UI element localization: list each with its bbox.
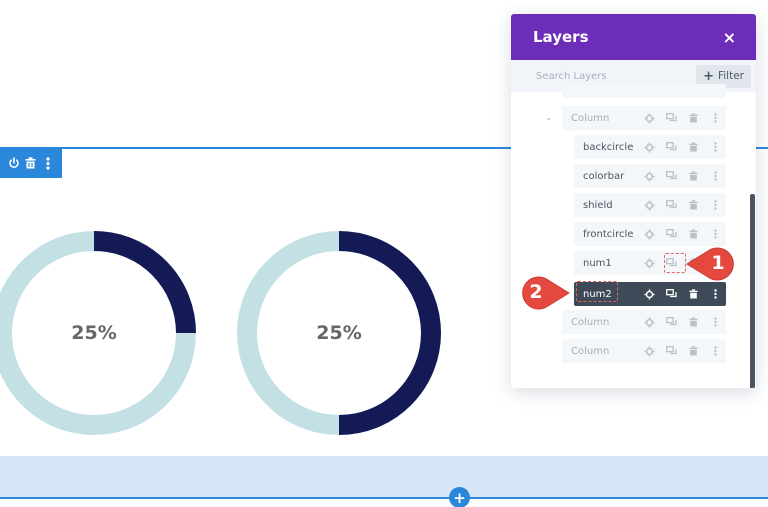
search-layers-input[interactable]	[536, 70, 676, 82]
duplicate-icon[interactable]	[660, 310, 682, 334]
trash-icon[interactable]	[682, 282, 704, 306]
highlight-box-num2	[576, 281, 618, 302]
layer-actions	[638, 106, 726, 130]
power-icon[interactable]	[7, 156, 21, 170]
layer-num2[interactable]: num2	[574, 282, 726, 306]
section-outline-bottom	[0, 497, 768, 499]
ring-chart-2	[237, 231, 441, 435]
layer-actions	[638, 135, 726, 159]
trash-icon[interactable]	[682, 135, 704, 159]
layer-column-1[interactable]: Column	[562, 106, 726, 130]
close-icon[interactable]: ×	[722, 27, 736, 47]
more-vertical-icon[interactable]	[704, 193, 726, 217]
duplicate-icon[interactable]	[660, 282, 682, 306]
trash-icon[interactable]	[682, 106, 704, 130]
duplicate-icon[interactable]	[660, 135, 682, 159]
more-vertical-icon[interactable]	[704, 282, 726, 306]
layer-row-partial	[562, 84, 726, 98]
callout-1: 1	[684, 247, 740, 281]
layer-column-2[interactable]: Column	[562, 310, 726, 334]
layers-title: Layers	[533, 28, 589, 46]
duplicate-icon[interactable]	[660, 193, 682, 217]
more-vertical-icon[interactable]	[704, 106, 726, 130]
duplicate-icon[interactable]	[660, 164, 682, 188]
settings-icon[interactable]	[638, 282, 660, 306]
circle-counter-2[interactable]: 25%	[237, 231, 441, 435]
more-vertical-icon[interactable]	[704, 310, 726, 334]
settings-icon[interactable]	[638, 339, 660, 363]
more-vertical-icon[interactable]	[41, 156, 55, 170]
settings-icon[interactable]	[638, 164, 660, 188]
layers-scrollbar[interactable]	[750, 194, 755, 388]
layers-panel: Layers × + Filter ⌄ Column	[511, 14, 756, 388]
section-outline-top	[0, 147, 768, 149]
settings-icon[interactable]	[638, 310, 660, 334]
layers-header: Layers ×	[511, 14, 756, 60]
duplicate-icon[interactable]	[660, 106, 682, 130]
trash-icon[interactable]	[682, 222, 704, 246]
row-highlight	[0, 456, 768, 498]
plus-icon: +	[703, 68, 714, 84]
percent-label: 25%	[71, 322, 117, 344]
layer-column-3[interactable]: Column	[562, 339, 726, 363]
trash-icon[interactable]	[682, 310, 704, 334]
layer-frontcircle[interactable]: frontcircle	[574, 222, 726, 246]
callout-number: 2	[529, 281, 543, 303]
layers-list: ⌄ Column backcircle	[511, 84, 756, 388]
layer-actions	[638, 339, 726, 363]
layer-actions	[638, 282, 726, 306]
settings-icon[interactable]	[638, 251, 660, 275]
filter-label: Filter	[717, 70, 744, 82]
more-vertical-icon[interactable]	[704, 339, 726, 363]
trash-icon[interactable]	[682, 193, 704, 217]
duplicate-icon[interactable]	[660, 251, 682, 275]
highlight-box-duplicate	[664, 253, 686, 273]
more-vertical-icon[interactable]	[704, 164, 726, 188]
layer-shield[interactable]: shield	[574, 193, 726, 217]
callout-number: 1	[711, 252, 725, 274]
more-vertical-icon[interactable]	[704, 135, 726, 159]
chevron-down-icon[interactable]: ⌄	[545, 113, 553, 123]
more-vertical-icon[interactable]	[704, 222, 726, 246]
layer-actions	[638, 164, 726, 188]
trash-icon[interactable]	[24, 156, 38, 170]
trash-icon[interactable]	[682, 164, 704, 188]
add-section-button[interactable]: +	[449, 487, 470, 507]
settings-icon[interactable]	[638, 193, 660, 217]
settings-icon[interactable]	[638, 222, 660, 246]
layer-colorbar[interactable]: colorbar	[574, 164, 726, 188]
filter-button[interactable]: + Filter	[696, 64, 751, 88]
trash-icon[interactable]	[682, 339, 704, 363]
layer-actions	[638, 193, 726, 217]
ring-chart-1	[0, 231, 196, 435]
layer-actions	[638, 222, 726, 246]
callout-2: 2	[514, 276, 572, 310]
settings-icon[interactable]	[638, 135, 660, 159]
settings-icon[interactable]	[638, 106, 660, 130]
percent-label: 25%	[316, 322, 362, 344]
duplicate-icon[interactable]	[660, 222, 682, 246]
duplicate-icon[interactable]	[660, 339, 682, 363]
layer-backcircle[interactable]: backcircle	[574, 135, 726, 159]
circle-counter-1[interactable]: 25%	[0, 231, 196, 435]
layer-actions	[638, 310, 726, 334]
row-toolbar	[0, 148, 62, 178]
